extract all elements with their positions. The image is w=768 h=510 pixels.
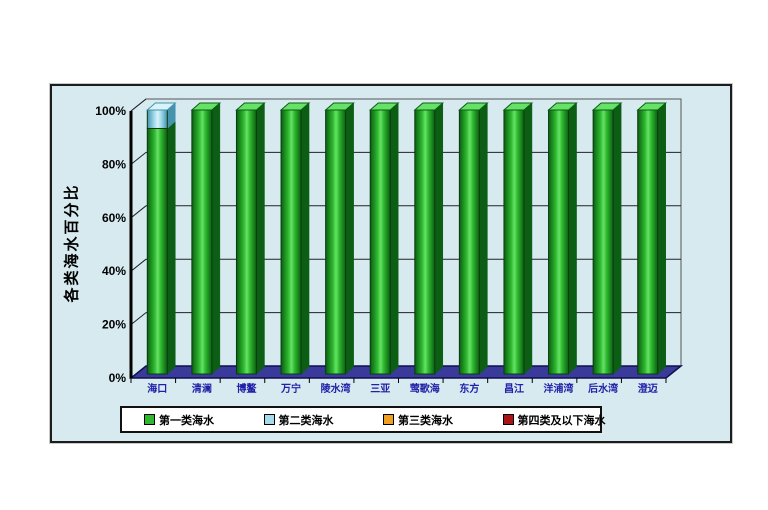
y-axis-tick-label: 60% — [102, 211, 126, 225]
y-axis-tick-label: 0% — [109, 371, 127, 385]
x-axis-label: 后水湾 — [588, 382, 618, 395]
x-axis-label: 海口 — [147, 382, 167, 395]
x-axis-label: 昌江 — [504, 382, 524, 395]
y-axis-tick-label: 80% — [102, 157, 126, 171]
y-axis-tick-label: 100% — [95, 104, 126, 118]
y-axis-tick-label: 40% — [102, 264, 126, 278]
legend-label: 第三类海水 — [398, 414, 453, 427]
legend-label: 第二类海水 — [278, 414, 334, 427]
legend-item-class2: 第二类海水 — [242, 412, 362, 428]
class3-color-swatch — [383, 414, 394, 425]
y-axis-title: 各类海水百分比 — [63, 183, 81, 303]
legend-item-class1: 第一类海水 — [122, 412, 242, 428]
class4-color-swatch — [502, 414, 514, 425]
legend-item-class3: 第三类海水 — [361, 412, 481, 428]
class2-color-swatch — [263, 414, 275, 425]
class1-color-swatch — [144, 414, 155, 425]
x-axis-label: 东方 — [459, 382, 479, 395]
x-axis-label: 洋浦湾 — [544, 382, 574, 395]
x-axis-label: 博鳌 — [236, 382, 257, 395]
x-axis-label: 陵水湾 — [321, 382, 351, 395]
legend-label: 第一类海水 — [159, 414, 214, 427]
x-axis-label: 澄迈 — [638, 382, 658, 395]
x-axis-label: 莺歌海 — [410, 382, 440, 395]
x-axis-label: 万宁 — [280, 382, 301, 395]
y-axis-tick-label: 20% — [102, 318, 126, 332]
legend-item-class4: 第四类及以下海水 — [481, 412, 606, 428]
legend: 第一类海水 第二类海水 第三类海水 第四类及以下海水 — [120, 406, 606, 433]
x-axis-label: 三亚 — [370, 383, 390, 395]
legend-label: 第四类及以下海水 — [517, 414, 606, 427]
x-axis-label: 清澜 — [192, 382, 212, 395]
